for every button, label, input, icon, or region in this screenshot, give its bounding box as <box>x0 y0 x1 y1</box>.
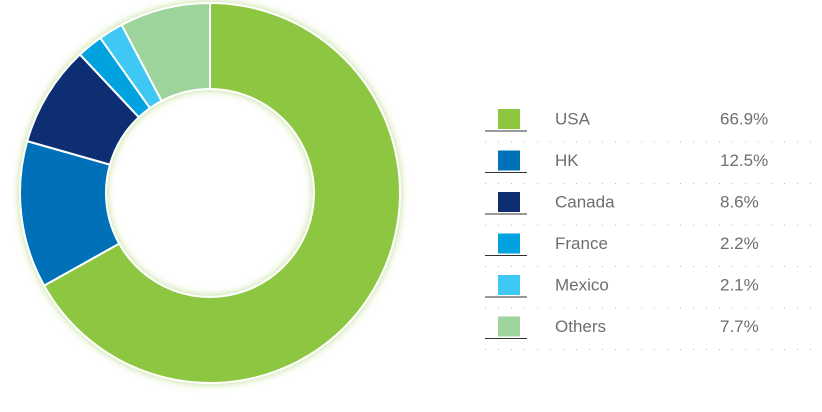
legend-value: 8.6% <box>720 192 759 211</box>
slice <box>42 1 401 384</box>
legend-value: 2.2% <box>720 234 759 253</box>
legend-value: 2.1% <box>720 275 759 294</box>
legend-swatch <box>498 316 520 337</box>
legend: USA 66.9% HK 12.5% Canada 8.6% France 2.2% Mexic… <box>485 109 815 350</box>
legend-value: 12.5% <box>720 151 768 170</box>
legend-label: HK <box>555 151 579 170</box>
legend-label: USA <box>555 109 591 128</box>
legend-label: Canada <box>555 192 615 211</box>
legend-swatch <box>498 192 520 212</box>
legend-value: 66.9% <box>720 109 768 128</box>
legend-swatch <box>498 150 520 171</box>
legend-swatch <box>498 275 520 295</box>
legend-swatch <box>498 233 520 254</box>
legend-label: Others <box>555 317 606 336</box>
donut <box>19 1 401 384</box>
legend-label: France <box>555 234 608 253</box>
slice <box>120 1 211 103</box>
legend-value: 7.7% <box>720 317 759 336</box>
legend-swatch <box>498 109 520 129</box>
legend-label: Mexico <box>555 275 609 294</box>
